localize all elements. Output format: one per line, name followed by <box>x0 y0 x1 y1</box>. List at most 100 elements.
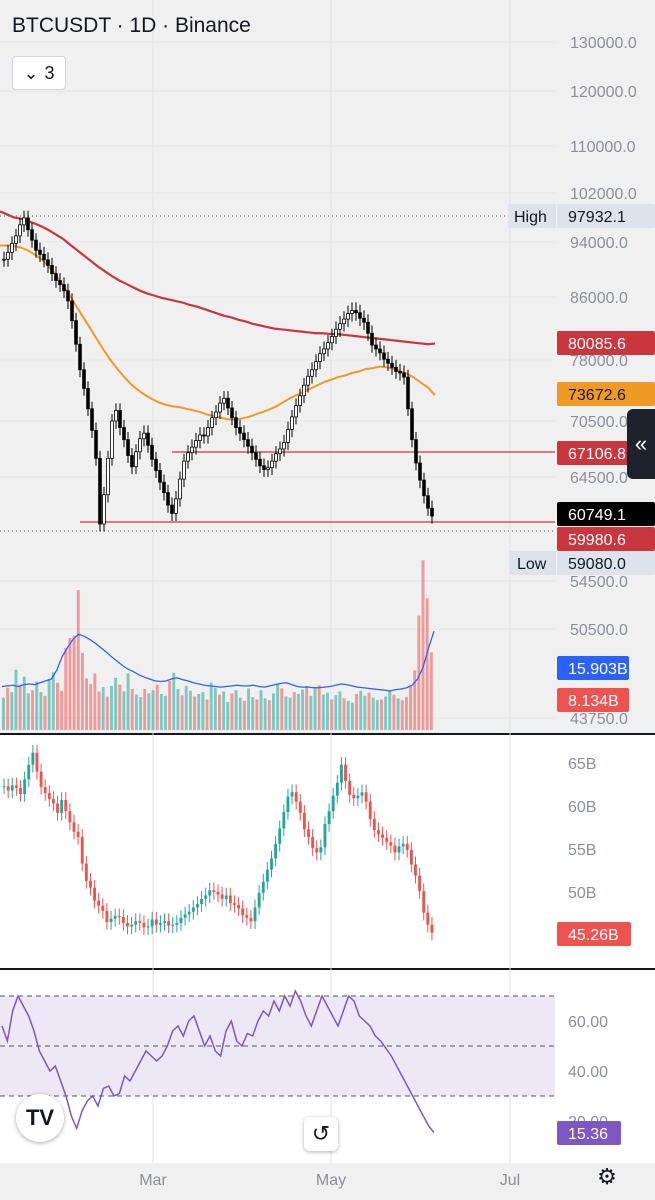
indicator-bar <box>298 801 302 813</box>
indicator-bar <box>2 786 6 788</box>
candle-body <box>134 451 138 468</box>
volume-bar <box>159 693 163 730</box>
indicator-bar <box>113 916 117 919</box>
volume-bar <box>126 673 130 730</box>
indicator-bar <box>47 793 51 800</box>
indicator-bar <box>19 787 22 794</box>
volume-bar <box>80 652 84 730</box>
volume-bar <box>380 699 383 730</box>
volume-bar <box>371 697 375 730</box>
indicator-tick-label: 55B <box>568 842 596 859</box>
rsi-tick-label: 40.00 <box>568 1064 608 1081</box>
volume-bar <box>363 695 367 730</box>
volume-bar <box>346 700 350 730</box>
volume-bar <box>118 684 122 730</box>
low-label: Low <box>517 556 547 573</box>
tradingview-logo[interactable]: TV <box>16 1094 64 1142</box>
volume-bar <box>301 689 305 730</box>
candle-body <box>322 348 326 355</box>
volume-bar <box>209 682 213 730</box>
volume-bar <box>263 698 267 730</box>
volume-bar <box>234 690 238 730</box>
volume-value-box <box>557 688 629 712</box>
rsi-value-box <box>557 1121 621 1145</box>
indicator-bar <box>208 890 212 896</box>
symbol-title: BTCUSDT · 1D · Binance <box>12 14 251 37</box>
candle-body <box>286 428 290 443</box>
candle-body <box>202 434 206 437</box>
candle-body <box>278 448 282 455</box>
volume-bar <box>35 681 39 730</box>
ma-short-label-box <box>557 382 655 406</box>
indicator-bar <box>146 926 150 928</box>
indicators-toggle-button[interactable]: ⌄ 3 <box>12 56 66 90</box>
indicator-bar <box>418 875 422 892</box>
candle-body <box>82 369 86 389</box>
volume-bar <box>342 698 346 730</box>
volume-bar <box>89 684 93 730</box>
candle-body <box>366 321 370 334</box>
ma-long-line <box>0 210 436 346</box>
candle-body <box>298 395 302 406</box>
volume-bar <box>280 688 284 730</box>
indicator-bar <box>27 764 31 780</box>
double-chevron-left-icon: « <box>634 431 648 456</box>
candle-body <box>78 343 82 371</box>
indicator-bar <box>307 829 310 837</box>
indicator-bar <box>64 799 68 812</box>
rsi-value-label: 15.36 <box>568 1126 608 1143</box>
volume-bar <box>404 697 408 730</box>
indicator-bar <box>191 907 195 912</box>
candle-body <box>330 335 334 344</box>
volume-bar <box>105 696 109 730</box>
indicator-bar <box>249 917 253 922</box>
volume-bar <box>151 690 155 730</box>
ma-long-label: 80085.6 <box>568 336 626 353</box>
candle-body <box>34 239 38 251</box>
collapse-panel-button[interactable]: « <box>627 409 655 479</box>
candle-body <box>190 446 194 454</box>
indicator-bar <box>228 895 232 904</box>
settings-button[interactable]: ⚙ <box>594 1164 620 1190</box>
candle-body <box>426 495 430 509</box>
indicator-bar <box>348 781 352 795</box>
candle-body <box>338 323 342 330</box>
indicator-bar <box>130 924 134 927</box>
candle-body <box>106 457 110 496</box>
low-label-box <box>510 551 556 575</box>
candle-body <box>270 460 274 469</box>
candle-body <box>130 455 134 468</box>
volume-bar <box>197 693 201 730</box>
indicator-bar <box>335 782 339 796</box>
candle-body <box>246 439 250 447</box>
indicator-bar <box>311 836 315 849</box>
candle-body <box>358 312 362 319</box>
volume-bar <box>288 697 292 730</box>
volume-bar <box>122 691 126 730</box>
reset-chart-button[interactable]: ↺ <box>304 1117 338 1151</box>
candle-body <box>138 438 142 453</box>
indicator-bar <box>76 831 80 837</box>
candle-body <box>214 411 218 419</box>
volume-bar <box>164 695 167 730</box>
candle-body <box>58 280 62 286</box>
candle-body <box>206 427 210 437</box>
indicator-bar <box>290 792 294 797</box>
candle-body <box>114 410 118 422</box>
price-tick-label: 110000.0 <box>570 139 636 156</box>
candle-body <box>46 259 50 266</box>
price-tick-label: 120000.0 <box>570 84 637 101</box>
volume-bar <box>168 680 172 730</box>
indicator-bar <box>212 890 216 892</box>
candle-body <box>154 458 158 471</box>
candle-body <box>18 224 22 237</box>
volume-bar <box>384 696 388 730</box>
indicator-bar <box>368 801 372 819</box>
volume-bar <box>259 690 263 730</box>
volume-bar <box>367 692 371 730</box>
rsi-line <box>1 989 435 1134</box>
time-tick-label: Mar <box>139 1172 167 1189</box>
volume-bar <box>68 638 72 730</box>
candle-body <box>74 320 78 345</box>
